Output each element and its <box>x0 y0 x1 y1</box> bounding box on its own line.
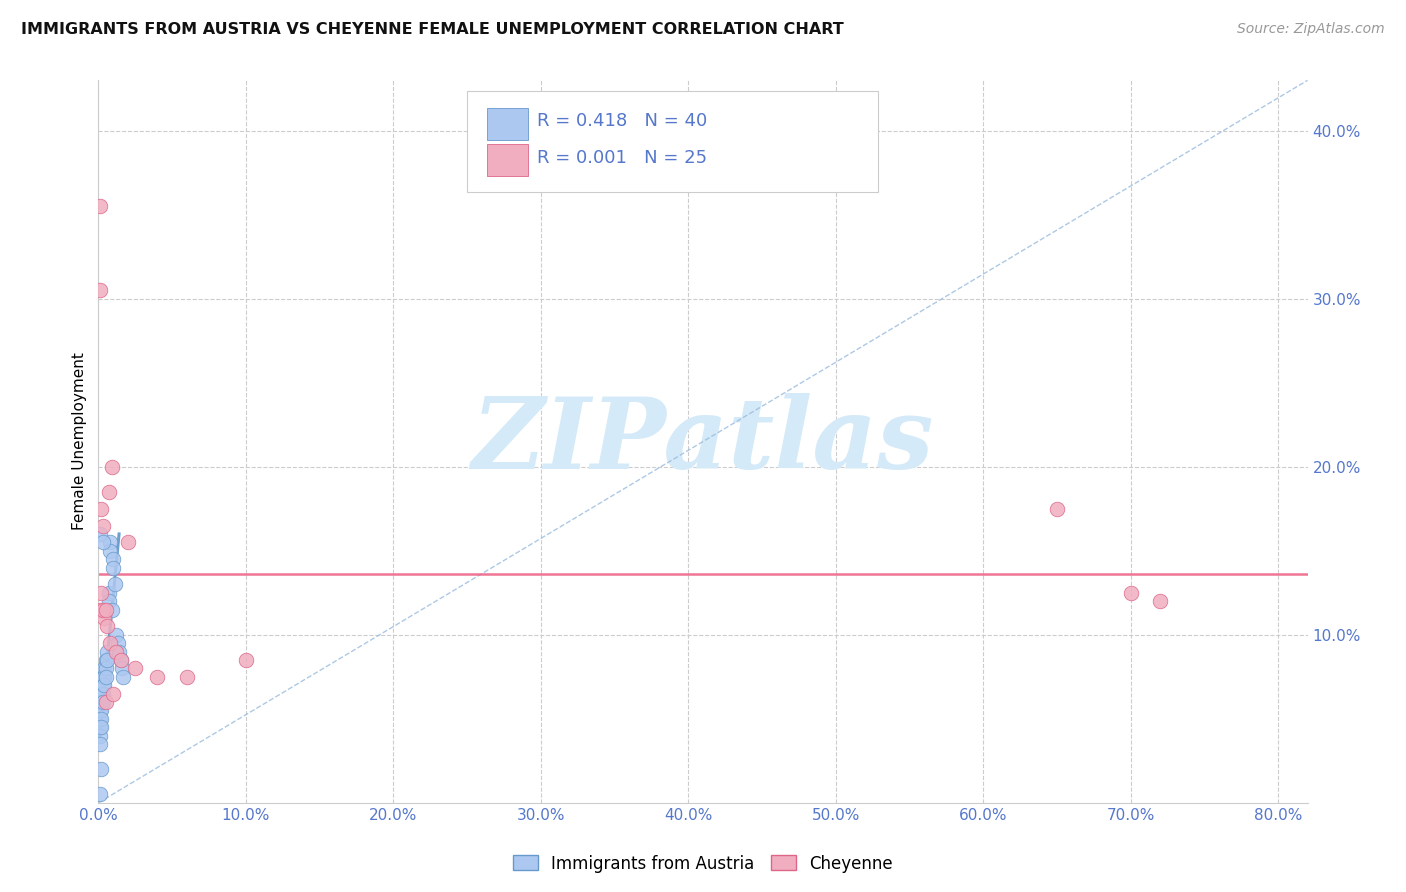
Point <box>90 720 112 734</box>
Point <box>107 636 129 650</box>
Point <box>97 586 120 600</box>
Point <box>124 661 146 675</box>
Point <box>96 644 118 658</box>
Text: R = 0.001   N = 25: R = 0.001 N = 25 <box>537 149 707 167</box>
Point <box>90 586 112 600</box>
Point <box>98 535 121 549</box>
Point <box>101 687 124 701</box>
Point <box>90 762 112 776</box>
Point <box>235 653 257 667</box>
Legend: Immigrants from Austria, Cheyenne: Immigrants from Austria, Cheyenne <box>506 848 900 880</box>
Point <box>90 695 112 709</box>
Point <box>105 644 128 658</box>
Point <box>110 653 132 667</box>
Point <box>94 661 117 675</box>
Point <box>98 543 121 558</box>
Point <box>97 594 120 608</box>
Text: IMMIGRANTS FROM AUSTRIA VS CHEYENNE FEMALE UNEMPLOYMENT CORRELATION CHART: IMMIGRANTS FROM AUSTRIA VS CHEYENNE FEMA… <box>21 22 844 37</box>
Point <box>90 712 112 726</box>
Point <box>112 670 135 684</box>
Point <box>90 501 112 516</box>
Point <box>96 619 118 633</box>
Point <box>90 687 112 701</box>
Point <box>96 653 118 667</box>
Point <box>105 628 128 642</box>
Point <box>91 518 114 533</box>
FancyBboxPatch shape <box>467 91 879 193</box>
Point <box>94 670 117 684</box>
Point <box>1119 586 1142 600</box>
Text: Source: ZipAtlas.com: Source: ZipAtlas.com <box>1237 22 1385 37</box>
Point <box>101 552 124 566</box>
Point <box>91 602 114 616</box>
Point <box>89 283 111 297</box>
Point <box>89 729 111 743</box>
Text: ZIPatlas: ZIPatlas <box>472 393 934 490</box>
Point <box>91 678 114 692</box>
Point <box>91 695 114 709</box>
Point <box>89 720 111 734</box>
Point <box>93 661 115 675</box>
Point <box>1046 501 1069 516</box>
Point <box>93 670 115 684</box>
Point <box>108 644 131 658</box>
Y-axis label: Female Unemployment: Female Unemployment <box>72 352 87 531</box>
Point <box>98 636 121 650</box>
FancyBboxPatch shape <box>486 144 527 176</box>
Point <box>97 485 120 500</box>
FancyBboxPatch shape <box>486 108 527 139</box>
Point <box>89 602 111 616</box>
Point <box>93 678 115 692</box>
Point <box>104 577 127 591</box>
Point <box>89 712 111 726</box>
Point <box>100 459 122 474</box>
Point <box>89 737 111 751</box>
Point <box>89 703 111 717</box>
Point <box>93 611 115 625</box>
Point <box>117 535 139 549</box>
Text: R = 0.418   N = 40: R = 0.418 N = 40 <box>537 112 707 130</box>
Point <box>110 653 132 667</box>
Point <box>91 670 114 684</box>
Point <box>146 670 169 684</box>
Point <box>111 661 134 675</box>
Point <box>89 199 111 213</box>
Point <box>1149 594 1171 608</box>
Point <box>91 687 114 701</box>
Point <box>94 602 117 616</box>
Point <box>100 602 122 616</box>
Point <box>89 527 111 541</box>
Point <box>176 670 198 684</box>
Point <box>90 703 112 717</box>
Point <box>94 653 117 667</box>
Point <box>101 560 124 574</box>
Point <box>91 535 114 549</box>
Point <box>94 695 117 709</box>
Point <box>89 788 111 802</box>
